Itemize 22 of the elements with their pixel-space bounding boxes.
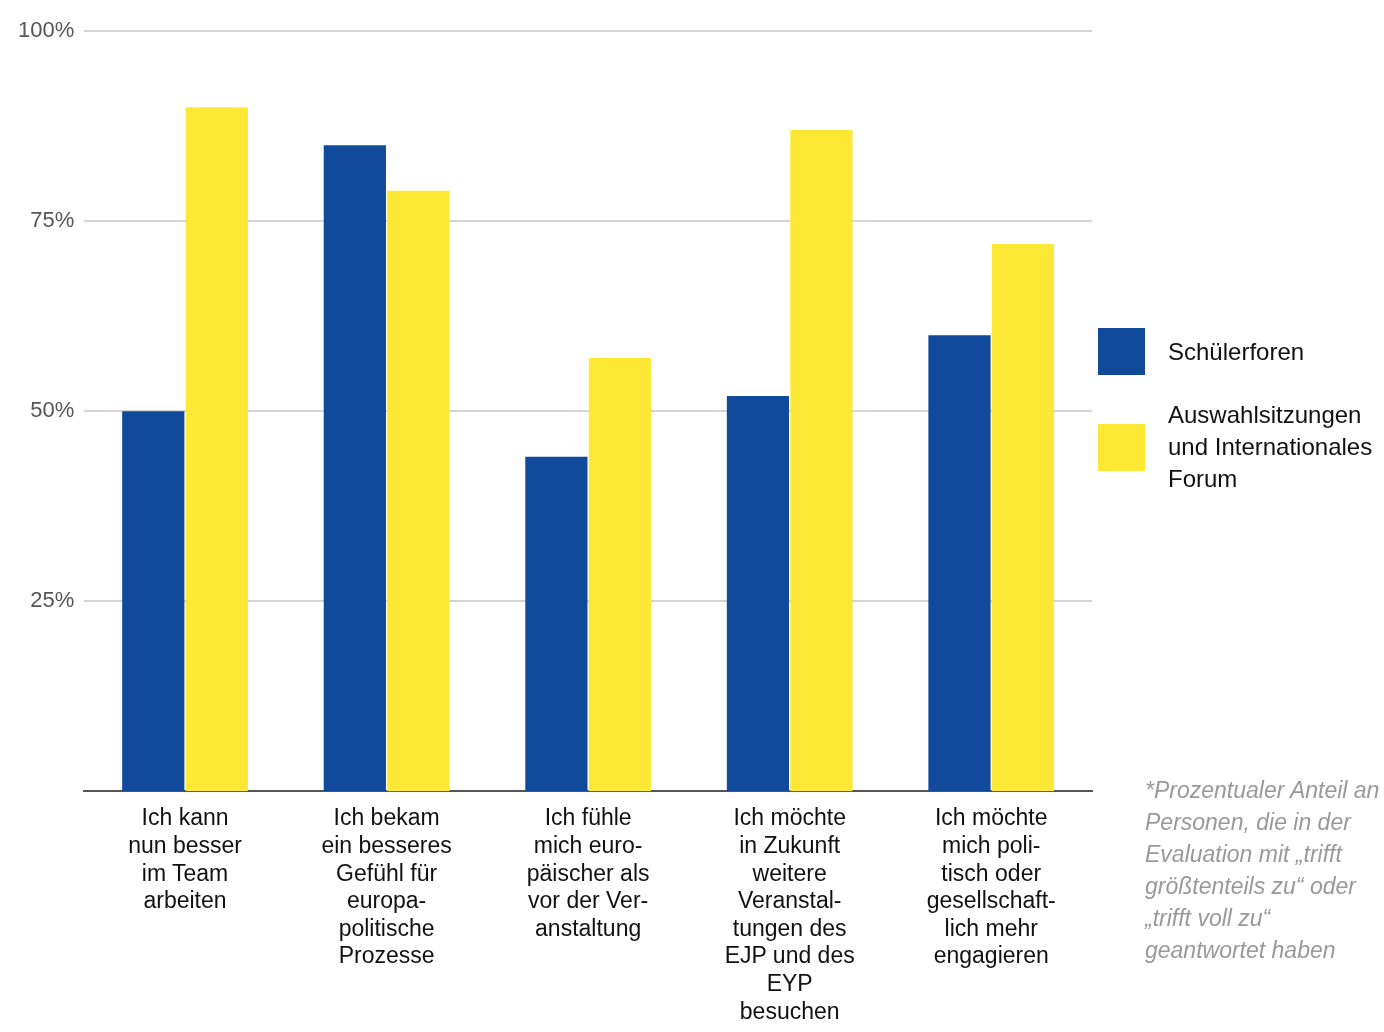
bar	[928, 335, 991, 792]
x-tick-label: Ich möchte mich poli- tisch oder gesellschaft- lich mehr engagieren	[926, 804, 1056, 969]
x-tick-label: Ich fühle mich euro- päischer als vor der Ver- anstaltung	[526, 804, 650, 941]
bar	[991, 244, 1055, 792]
x-tick-label: Ich möchte in Zukunft weitere Veranstal- tungen des EJP und des EYP besuchen	[724, 804, 855, 1024]
y-tick-label: 25%	[30, 587, 75, 613]
x-tick-label: Ich bekam ein besseres Gefühl für europa- politische Prozesse	[321, 804, 452, 969]
y-tick-label: 75%	[30, 207, 75, 233]
text: *Prozentualer Anteil an Personen, die in der Evaluation mit „trifft größtenteils zu“ oder „trifft voll zu“ geantwortet haben	[1145, 776, 1381, 965]
bar	[726, 396, 790, 792]
legend-label: Auswahlsitzungen und Internationales Forum	[1168, 400, 1374, 494]
bar	[387, 190, 450, 792]
y-tick-label: 100%	[17, 17, 75, 43]
bar	[588, 358, 651, 792]
bar	[525, 456, 588, 792]
bar	[790, 130, 853, 792]
bar	[323, 145, 386, 792]
y-tick-label: 50%	[30, 397, 75, 423]
x-tick-label: Ich kann nun besser im Team arbeiten	[128, 804, 243, 914]
legend-label: Schülerforen	[1168, 336, 1305, 367]
bar	[185, 107, 248, 792]
bar	[122, 411, 185, 792]
